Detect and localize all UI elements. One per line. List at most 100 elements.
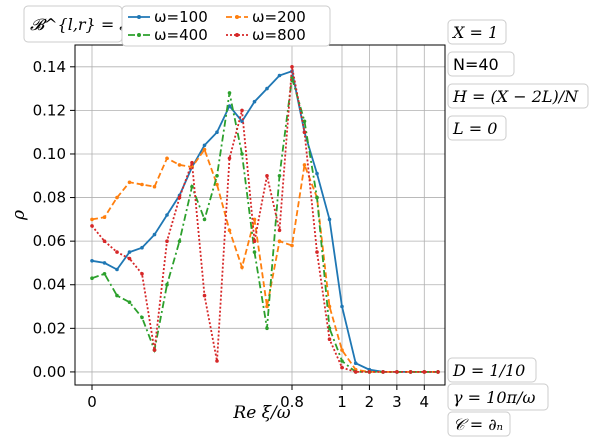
- data-point: [202, 293, 207, 298]
- series-line: [91, 66, 438, 373]
- data-point: [353, 370, 358, 374]
- data-point: [227, 156, 232, 161]
- series-line: [91, 77, 438, 373]
- data-point: [102, 239, 107, 243]
- data-point: [327, 217, 332, 222]
- data-point: [340, 365, 344, 370]
- data-point: [315, 195, 319, 200]
- data-point: [315, 250, 319, 254]
- ticks: 0.00 0.02 0.04 0.06 0.08 0.10 0.12 0.14 0 0.8 1 2 3 4: [33, 58, 429, 411]
- data-point: [215, 130, 219, 134]
- data-point: [102, 261, 107, 265]
- data-point: [152, 232, 157, 237]
- data-point: [302, 163, 307, 167]
- legend-items: ω=100 ω=200 ω=400 ω=800: [128, 8, 306, 44]
- annotation-d: D = 1/10: [452, 361, 525, 380]
- data-point: [327, 304, 332, 309]
- data-point: [277, 228, 282, 233]
- y-axis-label: ρ: [9, 210, 29, 221]
- data-point: [340, 304, 344, 309]
- series-line: [91, 147, 438, 373]
- data-point: [127, 250, 132, 254]
- data-point: [290, 75, 294, 80]
- legend-marker: [137, 15, 141, 19]
- annotation-l: L = 0: [452, 119, 497, 138]
- x-tick-label: 0: [87, 393, 97, 411]
- data-point: [340, 359, 344, 363]
- data-point: [277, 239, 282, 243]
- annotation-box: [447, 115, 507, 141]
- y-tick-label: 0.00: [33, 363, 66, 381]
- data-point: [265, 174, 269, 178]
- data-point: [277, 73, 282, 78]
- data-point: [215, 182, 219, 187]
- data-point: [240, 119, 244, 124]
- data-point: [252, 239, 257, 243]
- data-point: [140, 182, 144, 187]
- data-point: [127, 300, 132, 305]
- data-point: [90, 217, 94, 222]
- series-line: [91, 70, 438, 373]
- annotation-box: [447, 411, 511, 437]
- y-tick-label: 0.02: [33, 319, 66, 337]
- data-point: [227, 228, 232, 233]
- legend-label: ω=800: [252, 26, 306, 44]
- grid: [75, 45, 445, 385]
- data-point: [252, 217, 257, 222]
- data-point: [102, 215, 107, 219]
- data-point: [127, 256, 132, 261]
- y-tick-label: 0.10: [33, 145, 66, 163]
- annotation-x: X = 1: [451, 23, 498, 42]
- y-tick-label: 0.08: [33, 189, 66, 207]
- series-3: [90, 65, 440, 374]
- data-point: [165, 239, 169, 243]
- legend-label: ω=400: [154, 26, 208, 44]
- data-point: [353, 361, 358, 366]
- data-point: [240, 152, 244, 156]
- data-point: [190, 184, 194, 189]
- annotation-box: [447, 51, 515, 77]
- y-tick-label: 0.04: [33, 276, 66, 294]
- data-point: [152, 184, 157, 189]
- annotation-box: [447, 83, 589, 109]
- data-point: [90, 259, 94, 263]
- legend-marker: [235, 15, 239, 19]
- series-2: [90, 75, 440, 374]
- legend-marker: [235, 33, 239, 37]
- data-point: [115, 250, 119, 254]
- data-point: [115, 267, 119, 272]
- data-point: [152, 348, 157, 352]
- annotation-box: [447, 19, 507, 45]
- series-layer: [90, 65, 440, 374]
- legend-label: ω=200: [252, 8, 306, 26]
- data-point: [408, 370, 413, 374]
- data-point: [422, 370, 427, 374]
- data-point: [240, 265, 244, 270]
- data-point: [290, 65, 294, 69]
- data-point: [177, 163, 182, 167]
- legend-entry: ω=200: [226, 8, 306, 26]
- data-point: [381, 370, 385, 374]
- x-tick-label: 0.8: [280, 393, 304, 411]
- data-point: [302, 119, 307, 124]
- data-point: [115, 293, 119, 298]
- data-point: [202, 143, 207, 148]
- legend-entry: ω=100: [128, 8, 208, 26]
- data-point: [315, 171, 319, 176]
- data-point: [265, 326, 269, 331]
- data-point: [165, 282, 169, 287]
- data-point: [165, 156, 169, 161]
- data-point: [202, 147, 207, 152]
- legend-marker: [137, 33, 141, 37]
- legend-label: ω=100: [154, 8, 208, 26]
- data-point: [302, 130, 307, 134]
- legend-entry: ω=400: [128, 26, 208, 44]
- data-point: [395, 370, 399, 374]
- data-point: [265, 86, 269, 91]
- data-point: [227, 91, 232, 95]
- data-point: [202, 217, 207, 222]
- data-point: [90, 276, 94, 281]
- data-point: [252, 250, 257, 254]
